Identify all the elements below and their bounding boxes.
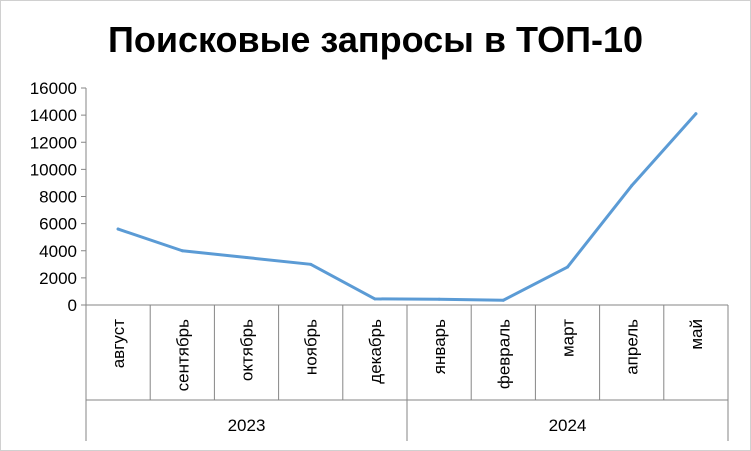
y-tick-label: 8000	[39, 188, 77, 207]
data-point	[245, 256, 248, 260]
y-tick-label: 16000	[30, 79, 77, 98]
x-category-label: август	[109, 319, 128, 368]
y-tick-label: 2000	[39, 269, 77, 288]
x-group-label: 2024	[549, 416, 587, 435]
y-tick-label: 10000	[30, 160, 77, 179]
data-point	[116, 227, 120, 231]
data-point	[437, 297, 441, 301]
x-category-label: декабрь	[366, 319, 385, 384]
x-category-label: февраль	[494, 319, 513, 389]
x-category-label: май	[687, 319, 706, 350]
y-tick-label: 0	[68, 296, 77, 315]
data-point	[373, 297, 377, 301]
x-category-label: октябрь	[238, 319, 257, 381]
data-point	[630, 184, 634, 188]
data-point	[501, 298, 505, 302]
series-line	[116, 112, 698, 302]
y-tick-label: 6000	[39, 215, 77, 234]
x-category-label: апрель	[623, 319, 642, 375]
chart-title: Поисковые запросы в ТОП-10	[107, 19, 644, 60]
x-category-label: январь	[430, 319, 449, 374]
x-category-label: март	[559, 319, 578, 357]
data-point	[566, 265, 569, 269]
y-tick-label: 12000	[30, 133, 77, 152]
data-point	[309, 262, 313, 266]
x-category-label: ноябрь	[302, 319, 321, 375]
x-category-label: сентябрь	[173, 319, 192, 392]
data-point	[694, 112, 698, 116]
x-group-label: 2023	[228, 416, 266, 435]
y-tick-label: 14000	[30, 106, 77, 125]
data-point	[180, 249, 184, 253]
y-tick-label: 4000	[39, 242, 77, 261]
